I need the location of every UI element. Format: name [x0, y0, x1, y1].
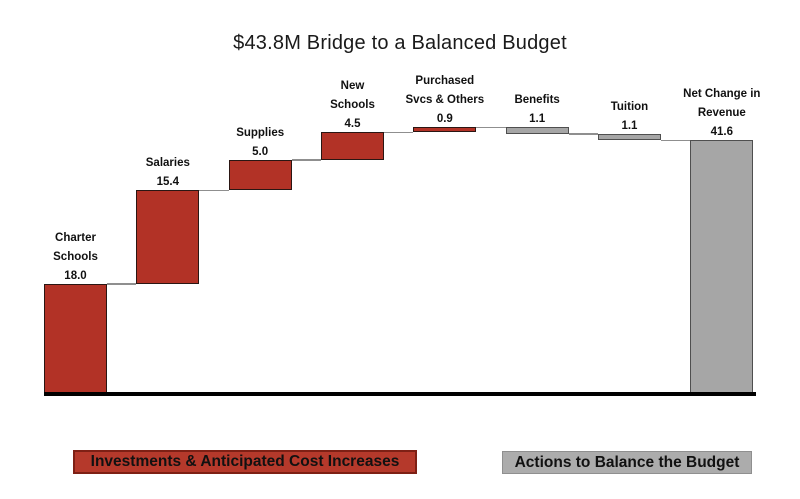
bar-salaries	[136, 190, 200, 284]
bar-category-label-line: Supplies	[236, 126, 285, 139]
bar-value-label: 41.6	[710, 126, 733, 139]
bar-category-label: Supplies	[205, 124, 315, 143]
connector-line	[660, 139, 691, 142]
connector-line	[107, 283, 137, 285]
bar-category-label-line: Charter	[55, 231, 96, 244]
legend-investments-label: Investments & Anticipated Cost Increases	[90, 453, 400, 470]
legend-actions: Actions to Balance the Budget	[502, 451, 752, 474]
bar-category-label-line: Purchased	[415, 75, 475, 87]
connector-line	[476, 126, 506, 128]
bar-value-label: 5.0	[252, 145, 269, 158]
bar-category-label-line: Tuition	[610, 100, 649, 113]
baseline-axis	[44, 392, 756, 396]
bar-supplies	[228, 159, 292, 191]
bar-category-label-line: Net Change in	[683, 88, 761, 101]
bar-tuition	[597, 133, 661, 141]
bar-purchased-svcs-others	[413, 127, 477, 133]
bar-category-label: Charter Schools	[21, 229, 131, 267]
chart-title: $43.8M Bridge to a Balanced Budget	[233, 32, 567, 54]
bar-category-label-line: Benefits	[514, 94, 560, 106]
bar-value-label: 1.1	[529, 113, 546, 125]
bar-net-change-in-revenue	[690, 140, 754, 393]
legend-investments: Investments & Anticipated Cost Increases	[73, 450, 417, 474]
bar-category-label: Benefits	[482, 91, 592, 110]
connector-line	[383, 131, 414, 134]
bar-value-label: 1.1	[621, 119, 638, 132]
bar-category-label-line: Revenue	[697, 107, 746, 120]
bar-value-label: 15.4	[156, 176, 180, 189]
bar-value-label: 18.0	[64, 269, 87, 282]
legend-actions-label: Actions to Balance the Budget	[514, 453, 740, 471]
bar-category-label: Tuition	[574, 98, 684, 117]
bar-value-label: 0.9	[436, 113, 453, 125]
bar-charter-schools	[44, 283, 107, 393]
bar-category-label-line: Salaries	[145, 157, 190, 170]
bar-category-label-line: Schools	[330, 99, 375, 112]
bar-new-schools	[320, 132, 384, 160]
bar-category-label: Salaries	[113, 154, 223, 173]
bar-value-label: 4.5	[344, 118, 361, 131]
connector-line	[199, 189, 229, 192]
bar-benefits	[505, 127, 569, 134]
bar-category-label-line: New	[340, 80, 365, 93]
bar-category-label-line: Schools	[53, 250, 98, 263]
bar-category-label: Purchased Svcs & Others	[390, 72, 500, 110]
bar-category-label-line: Svcs & Others	[405, 94, 485, 106]
connector-line	[291, 159, 321, 161]
connector-line	[568, 133, 598, 135]
bar-category-label: Net Change in Revenue	[667, 85, 777, 123]
bar-category-label: New Schools	[297, 77, 407, 115]
